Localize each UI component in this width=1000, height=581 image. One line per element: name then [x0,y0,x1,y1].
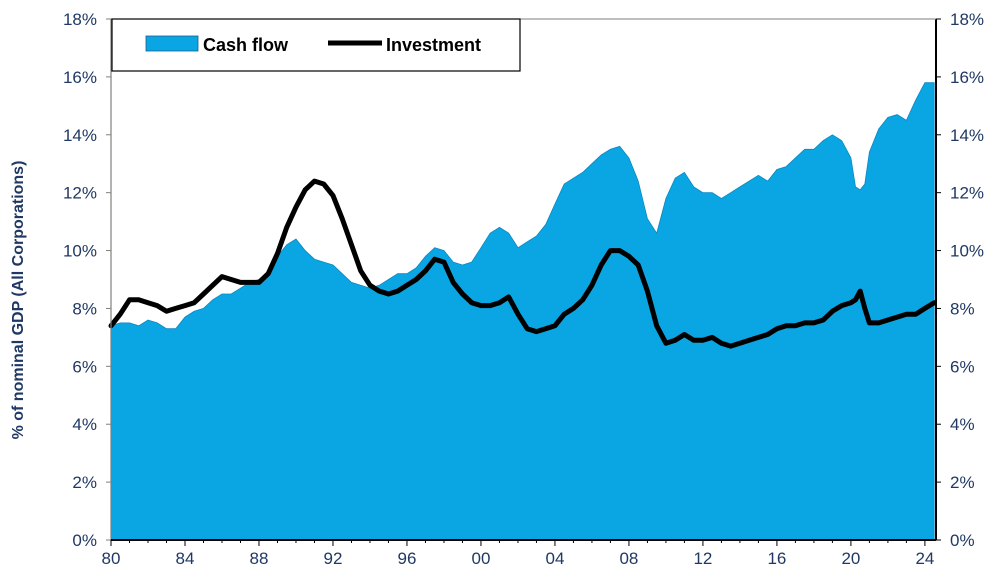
y-tick-label-right: 12% [950,184,984,203]
legend-label-investment: Investment [386,35,481,55]
x-tick-label: 04 [545,549,564,568]
y-tick-label-left: 18% [63,10,97,29]
y-tick-label-right: 16% [950,68,984,87]
legend-swatch-cash-flow [145,35,199,52]
x-tick-label: 84 [176,549,195,568]
y-tick-label-left: 2% [72,473,97,492]
x-tick-label: 00 [471,549,490,568]
x-tick-label: 08 [619,549,638,568]
x-tick-label: 92 [324,549,343,568]
y-tick-label-left: 16% [63,68,97,87]
y-tick-label-right: 2% [950,473,975,492]
x-tick-label: 80 [102,549,121,568]
x-tick-label: 88 [250,549,269,568]
y-tick-label-left: 6% [72,357,97,376]
y-tick-label-right: 6% [950,357,975,376]
y-tick-label-right: 14% [950,126,984,145]
axis-layer: 0% 0% 2% 2% 4% 4% 6% 6% 8% 8% 10% 10% 12% 12% 14% 14% 16… [63,10,984,568]
legend-label-cash-flow: Cash flow [203,35,289,55]
y-tick-label-right: 0% [950,531,975,550]
y-tick-label-left: 10% [63,242,97,261]
y-tick-label-left: 12% [63,184,97,203]
y-tick-label-right: 4% [950,415,975,434]
legend: Cash flow Investment [111,18,521,72]
plot-layer [108,82,937,541]
y-tick-label-left: 14% [63,126,97,145]
x-tick-label: 96 [398,549,417,568]
y-tick-label-right: 10% [950,242,984,261]
x-tick-label: 16 [767,549,786,568]
investment-line [108,178,937,349]
y-tick-label-left: 8% [72,299,97,318]
y-tick-label-left: 4% [72,415,97,434]
y-tick-label-right: 18% [950,10,984,29]
y-tick-label-right: 8% [950,299,975,318]
x-tick-label: 12 [693,549,712,568]
y-tick-label-left: 0% [72,531,97,550]
x-tick-label: 24 [915,549,934,568]
y-axis-label: % of nominal GDP (All Corporations) [10,161,27,440]
x-tick-label: 20 [841,549,860,568]
